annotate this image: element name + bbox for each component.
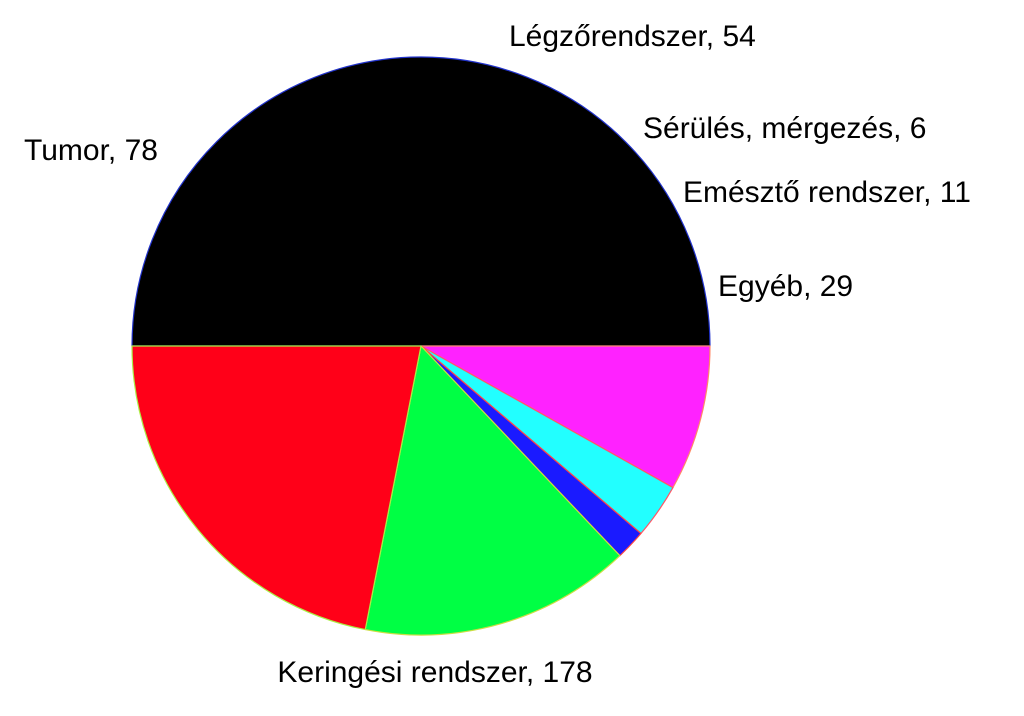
slice-tumor bbox=[131, 345, 422, 631]
label-tumor: Tumor, 78 bbox=[24, 134, 158, 167]
label-egyeb: Egyéb, 29 bbox=[718, 270, 853, 303]
label-serules-mergezes: Sérülés, mérgezés, 6 bbox=[643, 112, 926, 145]
slice-labels: Keringési rendszer, 178 Egyéb, 29 Emészt… bbox=[24, 20, 971, 689]
slice-keringesi-rendszer bbox=[131, 56, 711, 347]
label-emeszto-rendszer: Emésztő rendszer, 11 bbox=[683, 176, 971, 209]
label-legzorendszer: Légzőrendszer, 54 bbox=[509, 20, 756, 53]
label-keringesi-rendszer: Keringési rendszer, 178 bbox=[277, 656, 592, 689]
pie-slices bbox=[131, 56, 711, 636]
slice-egyeb bbox=[420, 345, 711, 489]
slice-legzorendszer bbox=[364, 345, 621, 636]
